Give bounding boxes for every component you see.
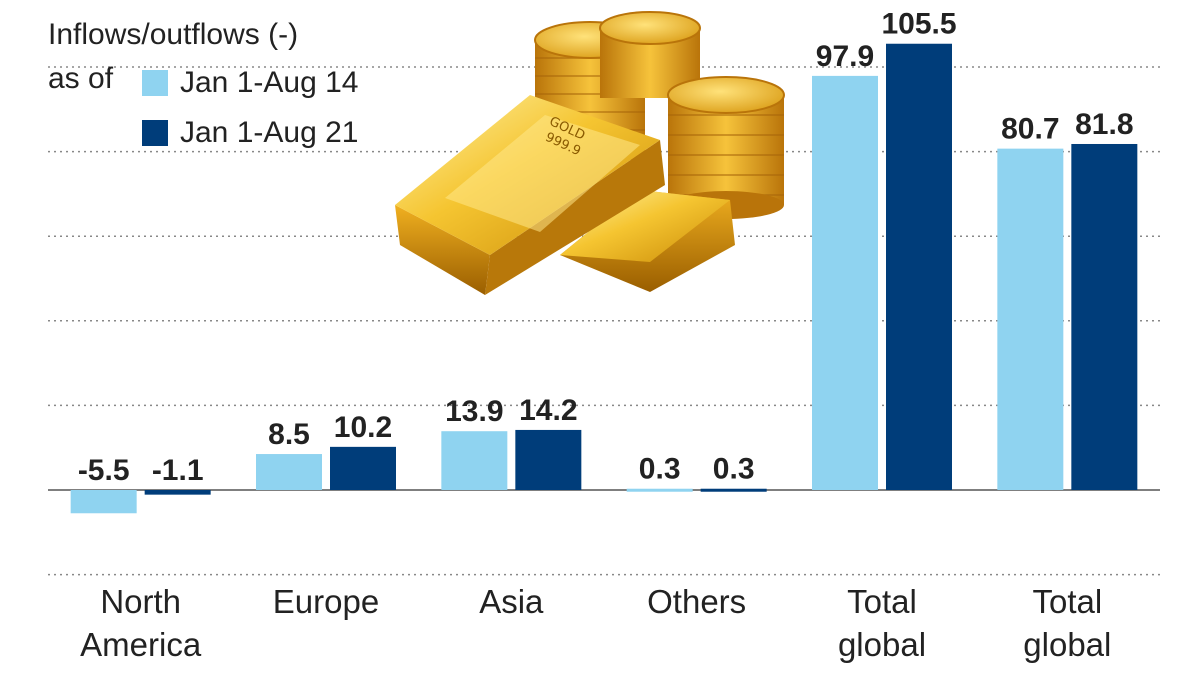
bar-2-0: [441, 431, 508, 490]
legend-swatch-aug14: [142, 70, 168, 96]
legend-heading-line-2: as of: [48, 62, 114, 95]
bar-1-0: [256, 454, 322, 490]
category-label-0-1: America: [80, 626, 202, 663]
category-label-1-0: Europe: [273, 583, 379, 620]
gold-bars-and-coins-icon: GOLD 999.9: [395, 11, 785, 295]
bar-3-0: [626, 488, 693, 492]
category-labels: North America Europe Asia Others Total global i…: [80, 583, 1128, 675]
category-label-5-0: Total: [1032, 583, 1102, 620]
legend-swatch-aug21: [142, 120, 168, 146]
category-label-5-1: global: [1023, 626, 1111, 663]
legend-label-aug21: Jan 1-Aug 21: [180, 116, 359, 149]
bar-0-1: [144, 490, 211, 495]
gridlines: [48, 66, 1160, 576]
data-label-3-0: 0.3: [639, 453, 681, 486]
category-label-4-0: Total: [847, 583, 917, 620]
category-label-0-0: North: [100, 583, 181, 620]
bar-0-0: [70, 490, 137, 514]
data-label-0-1: -1.1: [152, 454, 204, 487]
data-label-4-1: 105.5: [881, 8, 956, 41]
data-label-1-0: 8.5: [268, 418, 310, 451]
legend-heading-line-1: Inflows/outflows (-): [48, 18, 299, 51]
data-label-2-1: 14.2: [519, 394, 577, 427]
bar-5-0: [997, 148, 1064, 491]
data-label-2-0: 13.9: [445, 395, 503, 428]
data-label-1-1: 10.2: [334, 411, 392, 444]
category-label-3-0: Others: [647, 583, 746, 620]
legend-label-aug14: Jan 1-Aug 14: [180, 66, 359, 99]
bar-4-0: [812, 75, 878, 491]
bar-4-1: [886, 43, 952, 491]
category-label-4-2: inflows: [832, 669, 933, 675]
data-label-0-0: -5.5: [78, 454, 130, 487]
category-label-4-1: global: [838, 626, 926, 663]
bar-2-1: [515, 429, 582, 490]
category-label-5-2: outflows: [1007, 669, 1128, 675]
bars: [70, 43, 1138, 514]
bar-3-1: [700, 488, 767, 492]
data-label-3-1: 0.3: [713, 453, 755, 486]
bar-5-1: [1071, 143, 1138, 490]
data-label-4-0: 97.9: [816, 40, 874, 73]
bar-1-1: [330, 446, 396, 490]
data-label-5-1: 81.8: [1075, 108, 1133, 141]
category-label-2-0: Asia: [479, 583, 544, 620]
data-label-5-0: 80.7: [1001, 113, 1059, 146]
